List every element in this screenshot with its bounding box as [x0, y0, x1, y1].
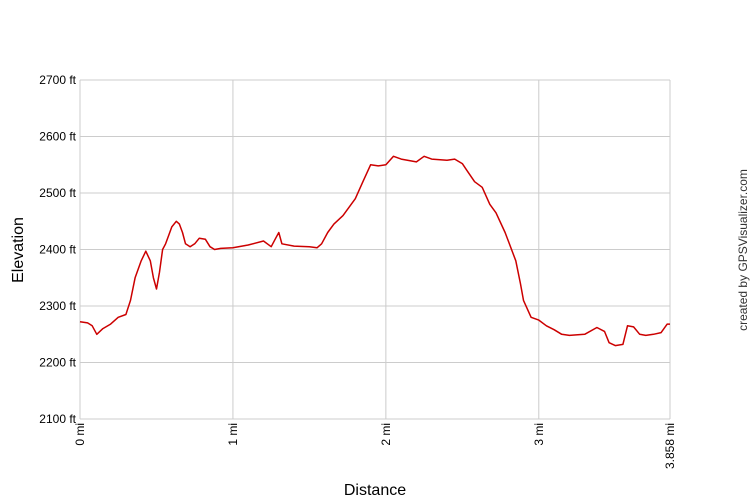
x-tick-label: 1 mi [226, 423, 240, 446]
x-tick-label: 0 mi [73, 423, 87, 446]
y-tick-label: 2600 ft [39, 130, 76, 144]
x-tick-label: 2 mi [379, 423, 393, 446]
elevation-line [79, 155, 670, 347]
y-tick-label: 2700 ft [39, 73, 76, 87]
y-tick-label: 2300 ft [39, 299, 76, 313]
y-tick-labels: 2100 ft 2200 ft 2300 ft 2400 ft 2500 ft 2600 … [39, 73, 76, 426]
series-group [79, 155, 670, 347]
y-tick-label: 2400 ft [39, 243, 76, 257]
x-tick-label: 3.858 mi [663, 423, 677, 469]
y-tick-label: 2500 ft [39, 186, 76, 200]
grid [79, 79, 671, 420]
x-tick-labels: 0 mi 1 mi 2 mi 3 mi 3.858 mi [73, 423, 677, 469]
credit-text: created by GPSVisualizer.com [736, 169, 750, 331]
y-axis-title: Elevation [10, 217, 27, 283]
y-tick-label: 2200 ft [39, 356, 76, 370]
x-axis-title: Distance [344, 482, 406, 499]
y-tick-label: 2100 ft [39, 412, 76, 426]
x-tick-label: 3 mi [532, 423, 546, 446]
